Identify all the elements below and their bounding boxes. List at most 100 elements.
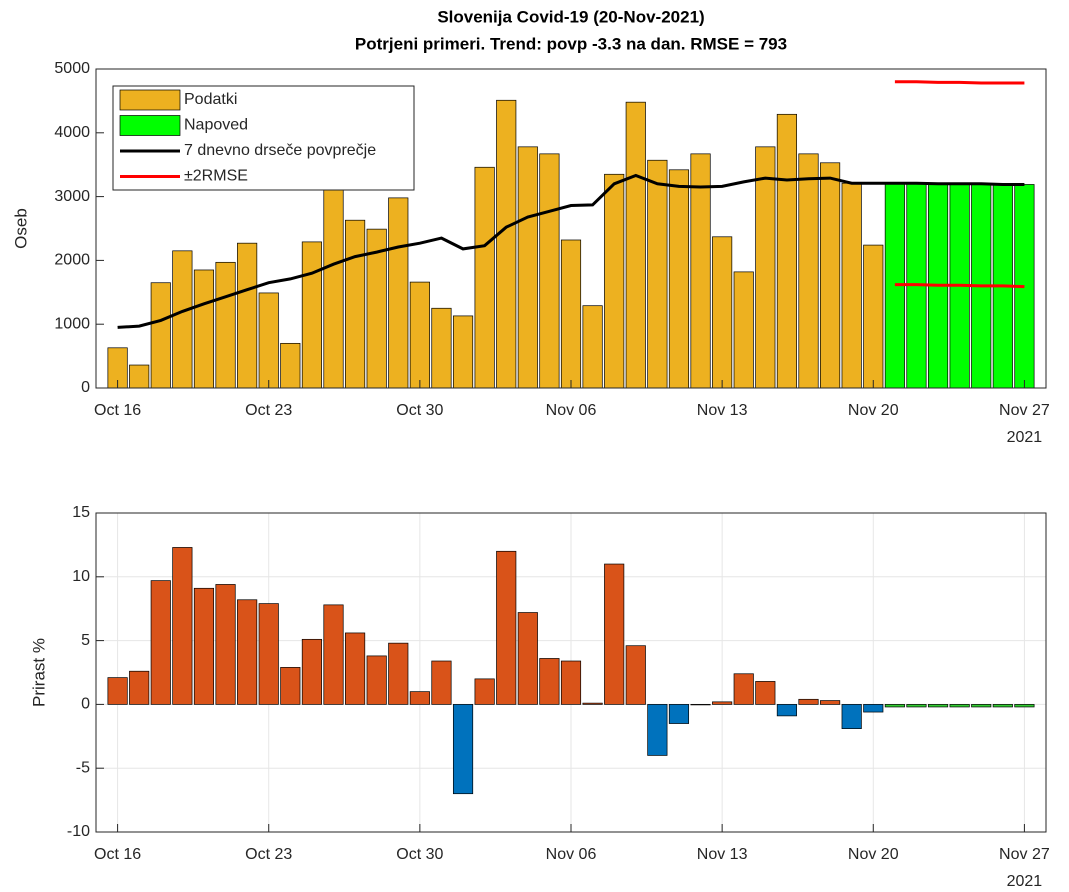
bar [625,645,646,705]
bar [647,159,668,389]
bar [647,704,668,756]
bar [820,162,841,389]
y-tick-label: 15 [72,504,90,521]
bar [798,698,819,705]
bar [625,101,646,389]
bar [409,691,430,705]
bar [582,702,603,705]
y-tick-label: 0 [81,379,90,396]
y-tick-label: 3000 [54,188,90,205]
y-tick-label: 0 [81,696,90,713]
chart-title: Slovenija Covid-19 (20-Nov-2021) [437,7,704,26]
x-annotation: 2021 [1007,873,1043,890]
bar [237,599,258,705]
bar [560,239,582,389]
y-tick-label: 10 [72,568,90,585]
x-tick-label: Oct 16 [94,846,141,863]
bar [129,364,150,389]
x-tick-label: Oct 23 [245,846,292,863]
line [117,173,1025,329]
bar [992,704,1013,708]
bar [452,315,474,389]
bar [496,99,517,389]
bar [193,587,215,705]
x-tick-label: Nov 06 [546,402,597,419]
bar [539,658,560,705]
bar [301,638,322,705]
bar [560,660,582,705]
bar [496,550,517,705]
bar [172,250,193,389]
y-tick-label: 4000 [54,124,90,141]
y-axis-label: Prirast % [29,638,48,707]
bar [971,704,992,708]
bar [258,603,279,705]
x-tick-label: Nov 13 [697,402,748,419]
bar [280,342,301,389]
legend-label: ±2RMSE [184,168,248,185]
x-tick-label: Nov 27 [999,402,1050,419]
y-tick-label: -5 [76,759,90,776]
bar [431,307,452,389]
bar [733,673,754,705]
bar [388,197,409,389]
bar [323,604,344,705]
y-tick-label: 1000 [54,315,90,332]
bar [949,704,970,708]
bar [776,704,797,717]
bar [517,146,538,389]
bar [107,677,128,705]
bar [733,271,754,389]
bar [452,704,474,795]
bar [755,146,776,389]
x-tick-label: Nov 06 [546,846,597,863]
bar [409,281,430,389]
bar [820,700,841,705]
bar [863,704,884,713]
x-tick-label: Oct 30 [396,402,443,419]
bar [841,182,862,389]
x-tick-label: Oct 16 [94,402,141,419]
bar [1014,704,1035,708]
legend-swatch [119,89,181,111]
bar [668,169,690,389]
bar [345,632,366,705]
bar [150,282,171,389]
y-tick-label: 5000 [54,60,90,77]
bar [927,704,949,708]
legend-swatch [119,115,181,136]
bar [712,701,733,705]
chart-subtitle: Potrjeni primeri. Trend: povp -3.3 na da… [355,34,787,53]
y-tick-label: 5 [81,632,90,649]
bar [582,305,603,389]
bar [431,660,452,705]
bar [906,704,927,708]
bar [323,187,344,389]
bar [150,580,171,705]
bar [884,704,905,708]
bar [604,563,625,705]
bar [798,153,819,389]
bar [129,670,150,705]
bar [388,642,409,705]
bar [690,704,711,706]
bar [776,113,797,389]
bar [215,261,236,389]
bar [237,242,258,389]
bar [345,219,366,389]
bar [215,584,236,705]
bar [604,173,625,389]
bar [863,244,884,389]
bar [301,241,322,389]
bar [258,292,279,389]
bar [755,681,776,705]
y-tick-label: 2000 [54,252,90,269]
x-tick-label: Nov 20 [848,846,899,863]
bar [690,153,711,389]
y-axis-label: Oseb [11,208,30,249]
bar [668,704,690,724]
bar [474,166,495,389]
bar [366,655,387,705]
legend-label: 7 dnevno drseče povprečje [184,142,376,159]
